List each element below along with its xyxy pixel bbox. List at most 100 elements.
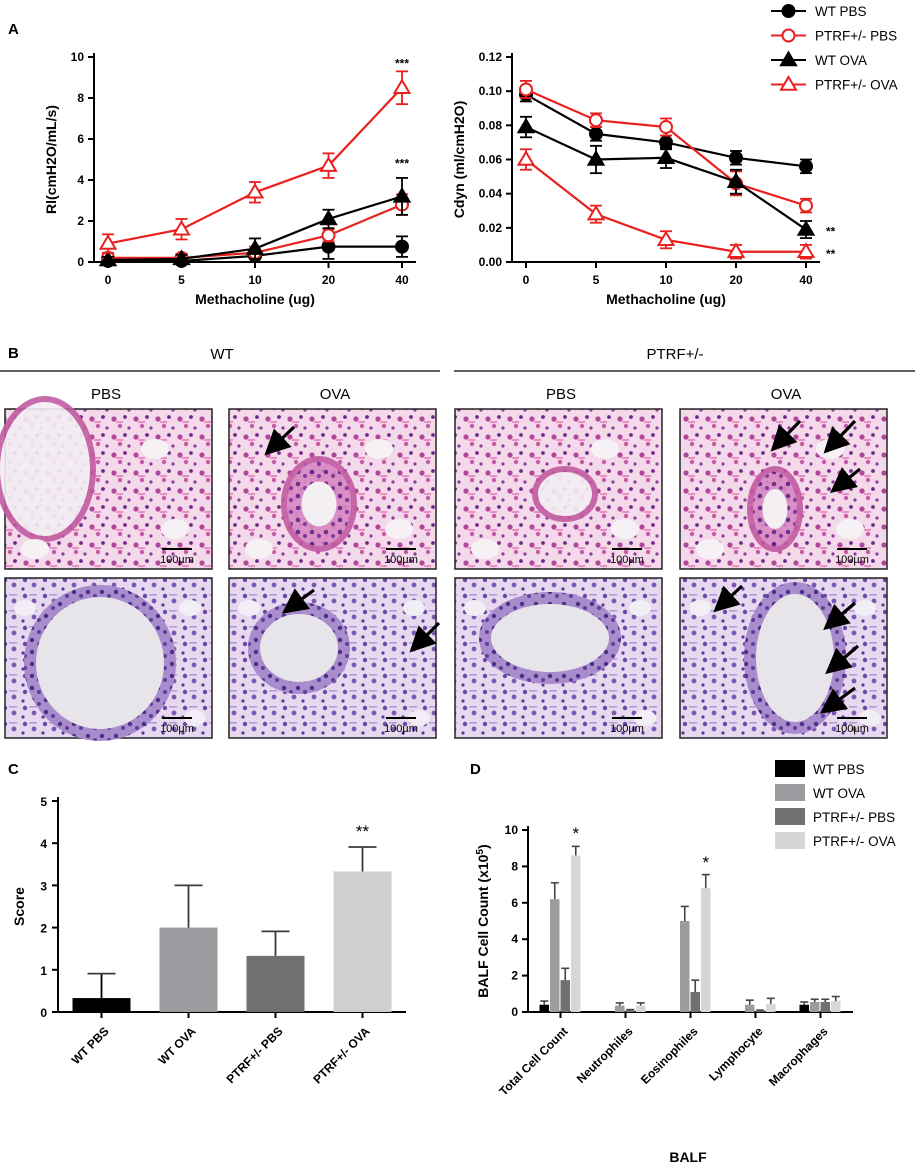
significance-label: ** [826,225,836,239]
micrograph: 100µm [228,577,437,739]
data-point [586,150,606,166]
y-tick-label: 0.02 [479,221,503,235]
data-point [392,78,412,94]
bar [625,1010,635,1012]
alveolus [854,600,876,616]
significance-label: *** [395,56,409,70]
data-point [516,117,536,134]
data-point [98,234,118,250]
bar [615,1005,625,1012]
significance-label: *** [395,157,409,171]
y-tick-label: 0.12 [479,50,503,64]
data-point [245,239,265,255]
panel-letter-c: C [8,761,19,778]
alveolus [245,539,273,559]
airway-lumen [0,396,96,542]
y-axis-label-main: BALF Cell Count (x10 [475,854,491,997]
y-axis-label: BALF Cell Count (x105) [475,844,492,997]
x-axis-label: Methacholine (ug) [195,291,315,307]
arrow-icon [770,419,802,452]
legend-label: WT PBS [813,762,865,777]
micrograph: 100µm [4,577,213,741]
y-tick-label: 0.06 [479,153,503,167]
alveolus [464,600,486,616]
legend-triangle-icon [779,75,798,91]
alveolus [689,600,711,616]
alveolus [403,600,425,616]
y-tick-label: 10 [71,50,85,64]
alveolus [591,439,619,459]
bar [539,1004,549,1012]
y-axis-label: Rl(cmH2O/mL/s) [43,105,59,214]
panel-letter-a: A [8,21,19,38]
legend-label: PTRF+/- PBS [815,29,897,44]
y-tick-label: 3 [40,879,47,893]
y-tick-label: 0.08 [479,118,503,132]
bar [755,1011,765,1012]
legend-panel-a: WT PBS PTRF+/- PBS WT OVA PTRF+/- OVA [771,4,898,93]
bar [246,955,305,1012]
bar [820,1001,830,1012]
bar [701,888,711,1012]
x-tick-label: 0 [105,273,112,287]
x-axis-label: Methacholine (ug) [606,291,726,307]
alveolus [385,519,413,539]
y-tick-label: 0 [511,1005,518,1019]
x-tick-label: WT OVA [155,1024,198,1067]
x-tick-label: Lymphocyte [706,1024,766,1084]
data-point [659,135,673,150]
arrow-icon [264,425,296,456]
chart-compliance: 0.00 0.02 0.04 0.06 0.08 0.10 0.12 0 5 10 20 40 Meth… [451,50,836,307]
data-point [799,159,813,174]
x-tick-label: Neutrophiles [574,1024,636,1086]
panel-letter-d: D [470,761,481,778]
bar [550,899,560,1012]
data-point [245,182,265,199]
y-axis-label-exponent: 5 [475,849,486,855]
legend-circle-icon [781,28,796,43]
legend-swatch [775,832,805,849]
bar [831,1001,841,1012]
scale-bar-label: 100µm [610,554,644,566]
bar [636,1005,646,1012]
data-point [319,209,338,226]
data-point [726,242,746,258]
data-point [321,239,336,254]
y-tick-label: 0 [77,255,84,269]
y-tick-label: 8 [77,91,84,105]
micrograph: 100µm [228,408,437,570]
micrograph: 100µm [454,577,663,739]
alveolus [629,600,651,616]
data-point [172,249,191,266]
y-tick-label: 8 [511,859,518,873]
legend-swatch [775,760,805,777]
micrograph: 100µm [679,577,888,739]
y-tick-label: 4 [511,932,518,946]
x-tick-label: 0 [523,273,530,287]
significance-label: * [572,824,579,843]
scale-bar-label: 100µm [384,554,418,566]
significance-label: ** [826,247,836,261]
arrow-icon [713,584,744,613]
legend-triangle-icon [779,50,798,67]
x-tick-label: PTRF+/- OVA [310,1024,373,1087]
y-tick-label: 1 [40,964,47,978]
alveolus [238,600,260,616]
y-tick-label: 2 [511,969,518,983]
data-point [395,239,409,254]
legend-panel-d: WT PBS WT OVA PTRF+/- PBS PTRF+/- OVA [775,760,896,849]
x-tick-label: Total Cell Count [496,1024,570,1098]
alveolus [859,710,881,726]
x-tick-label: Macrophages [766,1024,831,1089]
x-tick-label: 20 [322,273,336,287]
data-point [589,113,603,128]
arrow-icon [281,588,315,614]
arrow-icon [823,419,857,454]
alveolus [179,600,201,616]
data-point [729,150,743,165]
data-point [589,126,603,141]
x-tick-label: 10 [659,273,673,287]
data-point [172,219,191,236]
y-tick-label: 2 [77,214,84,228]
